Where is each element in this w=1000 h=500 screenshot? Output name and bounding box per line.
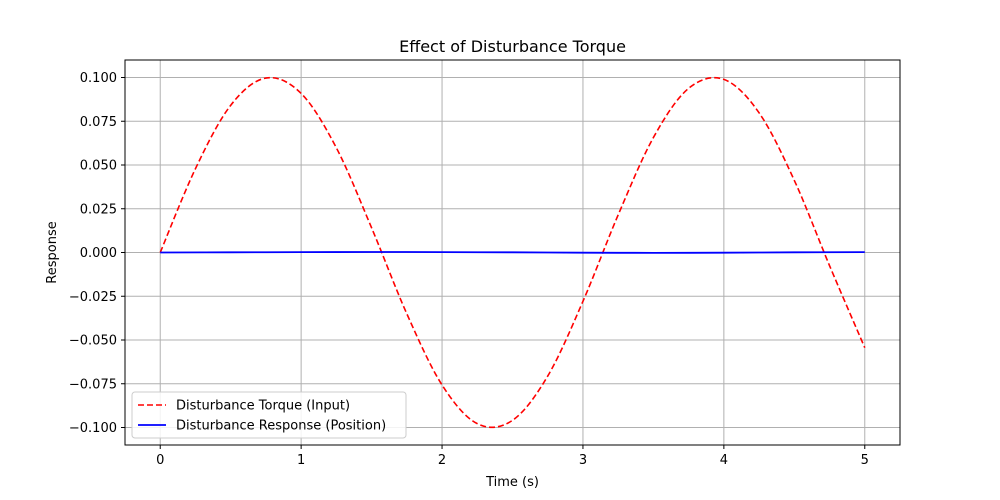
y-tick-label: 0.050 <box>80 159 117 174</box>
legend: Disturbance Torque (Input) Disturbance R… <box>131 391 407 439</box>
y-tick-label: −0.075 <box>69 377 117 392</box>
chart-title: Effect of Disturbance Torque <box>399 37 626 56</box>
x-tick-label: 1 <box>297 453 305 468</box>
y-axis-label: Response <box>45 221 60 283</box>
y-tick-label: −0.025 <box>69 290 117 305</box>
y-tick-label: −0.050 <box>69 334 117 349</box>
x-tick-label: 5 <box>861 453 869 468</box>
x-tick-label: 2 <box>438 453 446 468</box>
legend-label-torque: Disturbance Torque (Input) <box>176 399 350 414</box>
y-tick-label: 0.100 <box>80 71 117 86</box>
x-tick-label: 3 <box>579 453 587 468</box>
series-layer <box>159 76 866 429</box>
x-tick-label: 4 <box>720 453 728 468</box>
y-tick-label: 0.025 <box>80 202 117 217</box>
legend-label-response: Disturbance Response (Position) <box>176 419 386 434</box>
x-tick-label: 0 <box>156 453 164 468</box>
series-line-disturbance-torque <box>159 76 866 429</box>
axis-ticks: 0 1 2 3 4 5 −0.100 −0.075 −0.050 −0.025 0.000 0.025… <box>69 71 869 468</box>
legend-box <box>131 391 407 439</box>
y-tick-label: 0.075 <box>80 115 117 130</box>
y-tick-label: −0.100 <box>69 421 117 436</box>
x-axis-label: Time (s) <box>485 475 539 490</box>
y-tick-label: 0.000 <box>80 246 117 261</box>
series-line-disturbance-response <box>160 251 865 254</box>
